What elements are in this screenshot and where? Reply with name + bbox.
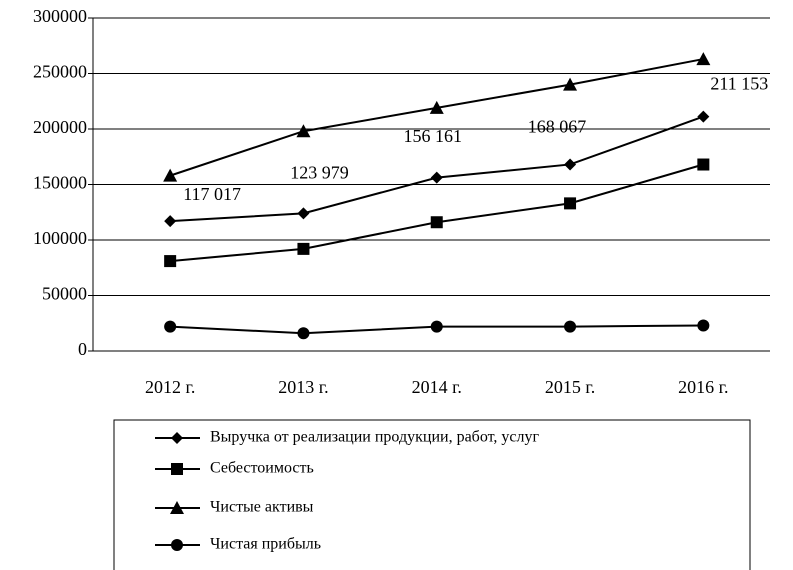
data-label: 211 153 [710,74,768,94]
marker [430,171,443,184]
y-tick-label: 0 [78,339,87,359]
marker [171,432,183,444]
marker [697,158,710,171]
marker [563,77,578,91]
legend-label: Чистая прибыль [210,536,321,553]
marker [296,124,311,138]
y-tick-label: 150000 [33,173,87,193]
series-line [169,58,704,177]
data-label: 117 017 [183,184,241,204]
marker [170,501,184,514]
marker [696,52,711,66]
marker [697,110,710,123]
marker [564,158,577,171]
marker [430,216,443,229]
x-tick-label: 2016 г. [678,377,728,397]
marker [164,215,177,228]
marker [163,168,178,182]
y-tick-label: 300000 [33,6,87,26]
legend: Выручка от реализации продукции, работ, … [155,429,539,553]
marker [564,320,577,333]
legend-label: Себестоимость [210,460,314,477]
marker [297,207,310,220]
legend-box [113,419,751,570]
legend-label: Чистые активы [210,499,314,516]
data-label: 168 067 [528,117,587,137]
data-label: 156 161 [404,126,463,146]
data-label: 123 979 [290,163,349,183]
y-tick-label: 50000 [42,284,87,304]
x-tick-label: 2015 г. [545,377,595,397]
marker [171,463,183,475]
legend-label: Выручка от реализации продукции, работ, … [210,429,539,446]
marker [164,255,177,268]
marker [164,320,177,333]
marker [429,100,444,114]
x-tick-label: 2014 г. [412,377,462,397]
marker [297,242,310,255]
x-tick-label: 2013 г. [278,377,328,397]
y-tick-label: 250000 [33,62,87,82]
marker [297,327,310,340]
y-tick-label: 200000 [33,117,87,137]
marker [564,197,577,210]
x-tick-label: 2012 г. [145,377,195,397]
marker [171,539,183,551]
y-tick-label: 100000 [33,228,87,248]
marker [430,320,443,333]
marker [697,319,710,332]
